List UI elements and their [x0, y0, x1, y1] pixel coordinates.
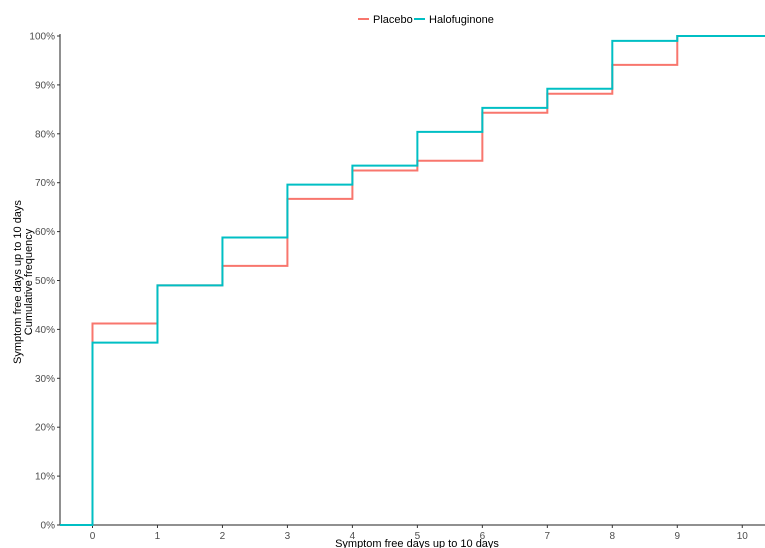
y-tick-label: 80%	[35, 129, 55, 140]
y-axis-title-line-2: Cumulative frequency	[23, 228, 35, 335]
x-tick-label: 5	[415, 531, 421, 542]
y-tick-label: 50%	[35, 276, 55, 287]
legend: Placebo Halofuginone	[358, 14, 494, 26]
x-axis-title: Symptom free days up to 10 days	[335, 538, 499, 548]
x-tick-label: 7	[545, 531, 551, 542]
y-tick-label: 40%	[35, 325, 55, 336]
series-line-placebo	[60, 35, 765, 526]
y-axis-title-line-1: Symptom free days up to 10 days	[12, 200, 24, 364]
y-tick-label: 30%	[35, 374, 55, 385]
series-lines	[60, 35, 765, 526]
y-tick-label: 100%	[29, 32, 55, 43]
series-line-halofuginone	[60, 35, 765, 526]
x-tick-label: 1	[155, 531, 161, 542]
y-tick-label: 70%	[35, 178, 55, 189]
x-tick-label: 0	[90, 531, 96, 542]
y-tick-label: 20%	[35, 423, 55, 434]
x-axis: 0 1 2 3 4 5 6 7 8 9 10	[60, 524, 765, 542]
x-tick-label: 8	[610, 531, 616, 542]
x-tick-label: 9	[674, 531, 680, 542]
y-axis: 0% 10% 20% 30% 40% 50% 60% 70% 80% 90% 100%	[29, 32, 61, 532]
x-tick-label: 3	[285, 531, 291, 542]
y-tick-label: 60%	[35, 227, 55, 238]
y-tick-label: 10%	[35, 472, 55, 483]
y-tick-label: 90%	[35, 80, 55, 91]
y-tick-label: 0%	[41, 521, 56, 532]
x-tick-label: 4	[350, 531, 356, 542]
x-tick-label: 2	[220, 531, 226, 542]
x-tick-label: 6	[480, 531, 486, 542]
x-tick-label: 10	[737, 531, 749, 542]
legend-label-placebo: Placebo	[373, 14, 413, 26]
legend-label-halofuginone: Halofuginone	[429, 14, 494, 26]
